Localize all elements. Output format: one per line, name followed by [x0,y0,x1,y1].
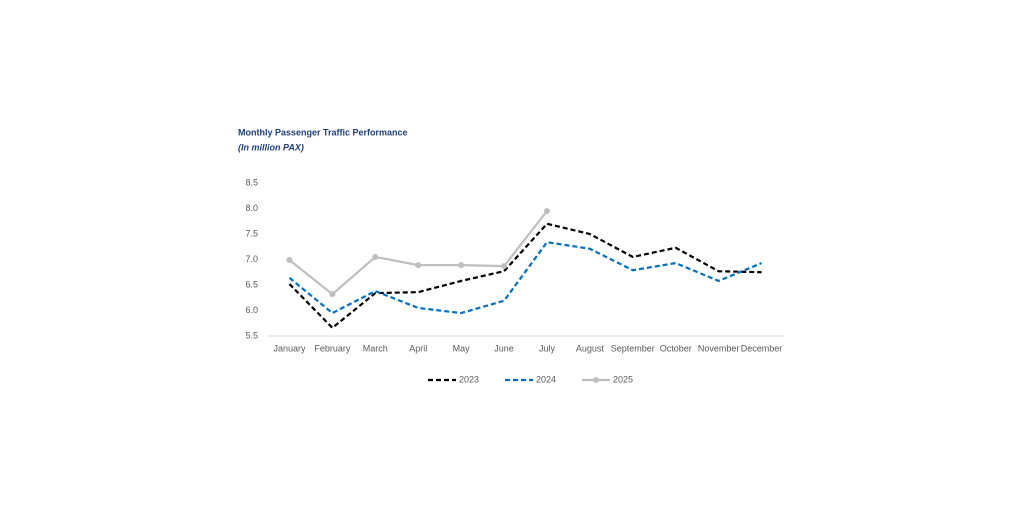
x-tick-label: January [273,343,306,353]
x-tick-label: August [576,343,605,353]
x-tick-label: April [409,343,427,353]
point [372,253,379,260]
point [543,208,550,215]
chart-title: Monthly Passenger Traffic Performance [238,127,408,137]
point [329,291,336,298]
chart-subtitle: (In million PAX) [238,142,304,152]
point [501,263,508,270]
series-line [288,222,762,330]
y-tick-label: 8.0 [245,203,258,213]
legend-label: 2024 [536,374,556,384]
legend-label: 2025 [613,374,633,384]
x-tick-label: October [660,343,692,353]
x-tick-label: July [539,343,556,353]
y-tick-label: 7.5 [245,228,258,238]
legend-marker [593,377,599,383]
y-tick-label: 7.0 [245,254,258,264]
series-line [288,240,762,315]
x-tick-label: June [494,343,514,353]
y-tick-label: 6.5 [245,279,258,289]
point [458,262,465,269]
point [286,257,293,264]
y-tick-label: 8.5 [245,177,258,187]
x-tick-label: November [698,343,740,353]
x-tick-label: February [314,343,351,353]
legend-label: 2023 [459,374,479,384]
x-tick-label: May [453,343,471,353]
series-line [288,210,548,296]
point [415,262,422,269]
x-tick-label: December [741,343,783,353]
y-tick-label: 5.5 [245,330,258,340]
x-tick-label: March [363,343,388,353]
y-tick-label: 6.0 [245,305,258,315]
x-tick-label: September [611,343,655,353]
